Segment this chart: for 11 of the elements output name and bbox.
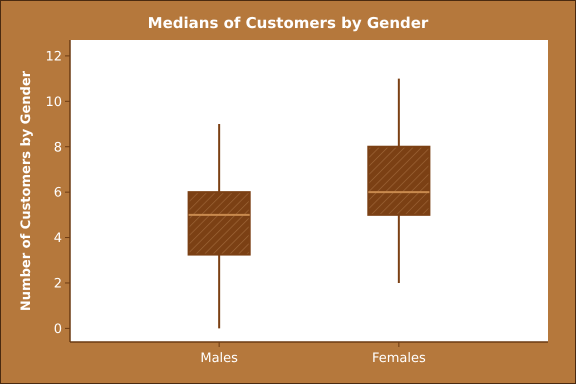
y-tick-label: 4 (54, 231, 62, 246)
y-tick-label: 12 (45, 49, 62, 64)
y-tick-label: 10 (45, 94, 62, 110)
x-tick-label: Females (372, 351, 426, 366)
x-tick-label: Males (200, 351, 238, 366)
y-tick-label: 6 (54, 186, 62, 201)
y-axis-title: Number of Customers by Gender (19, 70, 34, 312)
chart-title: Medians of Customers by Gender (148, 14, 429, 32)
y-tick-label: 2 (54, 276, 62, 292)
y-tick-label: 8 (54, 140, 62, 156)
y-tick-label: 0 (54, 322, 62, 337)
